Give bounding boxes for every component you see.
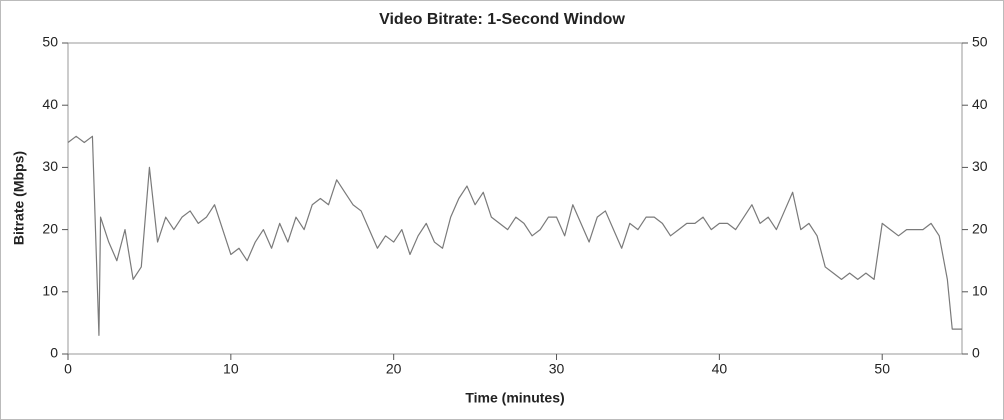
y-tick-label: 10 — [42, 283, 58, 299]
y2-tick-label: 40 — [972, 96, 988, 112]
y2-tick-label: 50 — [972, 34, 988, 50]
y2-tick-label: 0 — [972, 345, 980, 361]
x-tick-label: 20 — [386, 361, 402, 377]
y-axis-label: Bitrate (Mbps) — [11, 151, 27, 245]
chart-title: Video Bitrate: 1-Second Window — [379, 11, 625, 28]
y-tick-label: 40 — [42, 96, 58, 112]
bitrate-line — [67, 135, 962, 336]
x-tick-label: 50 — [874, 361, 890, 377]
y2-tick-label: 10 — [972, 283, 988, 299]
y-tick-label: 20 — [42, 220, 58, 236]
x-tick-label: 0 — [64, 361, 72, 377]
x-tick-label: 30 — [549, 361, 565, 377]
plot-area — [67, 42, 963, 355]
y-tick-label: 30 — [42, 158, 58, 174]
y-tick-label: 0 — [50, 345, 58, 361]
y2-tick-label: 20 — [972, 220, 988, 236]
x-tick-label: 10 — [223, 361, 239, 377]
x-tick-label: 40 — [712, 361, 728, 377]
y2-tick-label: 30 — [972, 158, 988, 174]
x-axis-label: Time (minutes) — [465, 390, 564, 406]
y-tick-label: 50 — [42, 34, 58, 50]
